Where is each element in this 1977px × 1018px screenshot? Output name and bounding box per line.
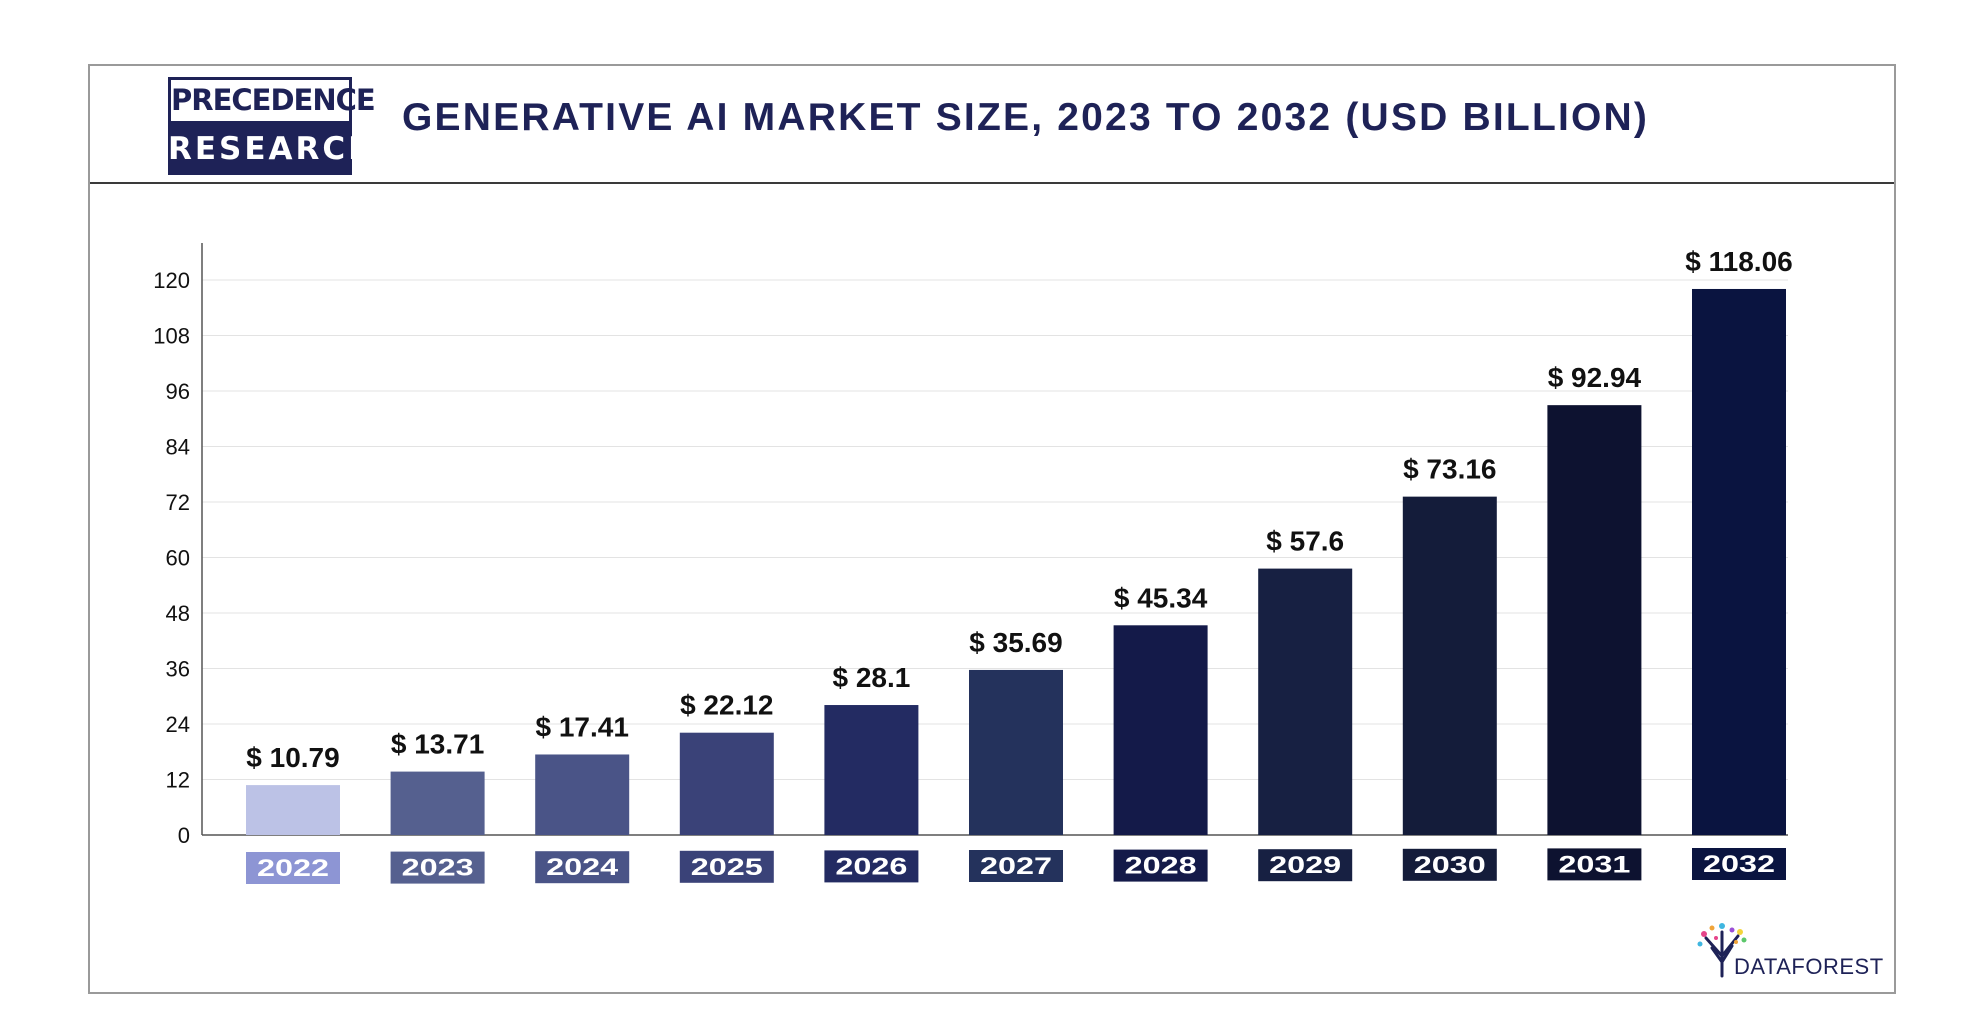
bar (1547, 405, 1642, 835)
y-tick-label: 48 (166, 601, 190, 626)
chart-title: GENERATIVE AI MARKET SIZE, 2023 TO 2032 … (402, 96, 1650, 139)
category-label: 2022 (257, 855, 329, 882)
header-divider (90, 182, 1894, 184)
bar (1402, 496, 1497, 835)
y-tick-label: 96 (166, 379, 190, 404)
category-label: 2026 (835, 853, 907, 880)
category-label: 2029 (1269, 852, 1341, 879)
x-axis-categories: 2022 2023 2024 2025 2026 2027 2028 2029 2030 2031… (246, 848, 1786, 884)
category-label-box (1258, 849, 1353, 882)
data-label: $ 22.12 (680, 690, 773, 721)
category-label-box (390, 851, 485, 884)
bar (1113, 625, 1208, 835)
y-tick-label: 72 (166, 490, 190, 515)
category-label: 2024 (546, 854, 619, 881)
category-label: 2023 (402, 855, 474, 882)
y-tick-label: 36 (166, 657, 190, 682)
category-label-box (246, 852, 340, 884)
data-label: $ 118.06 (1685, 246, 1792, 277)
bar (824, 705, 919, 835)
data-label: $ 35.69 (969, 627, 1062, 658)
y-tick-label: 120 (153, 268, 190, 293)
tree-icon (1697, 923, 1747, 978)
category-label-box (1402, 848, 1497, 881)
data-label: $ 73.16 (1403, 454, 1496, 485)
category-label-box (1692, 848, 1786, 880)
y-tick-label: 12 (166, 768, 190, 793)
dataforest-logo: DATAFOREST (1692, 918, 1892, 979)
category-label: 2030 (1414, 852, 1486, 879)
y-tick-label: 0 (178, 823, 190, 848)
data-label: $ 28.1 (832, 662, 910, 693)
data-label: $ 10.79 (246, 742, 339, 773)
category-label-box (824, 850, 919, 883)
category-label: 2028 (1125, 853, 1197, 880)
category-label-box (1113, 849, 1208, 882)
bars (246, 288, 1786, 835)
bar (1258, 568, 1353, 835)
bar (246, 785, 340, 835)
brand-name: DATAFOREST (1734, 954, 1884, 979)
bar (969, 669, 1063, 835)
logo-line-1: PRECEDENCE (168, 77, 376, 124)
y-tick-label: 60 (166, 546, 190, 571)
data-labels: $ 10.79 $ 13.71 $ 17.41 $ 22.12 $ 28.1 $ 35.6… (246, 246, 1792, 773)
bar (679, 732, 774, 835)
category-label: 2025 (691, 854, 763, 881)
category-label-box (535, 851, 630, 884)
logo-line-2: RESEARCH (168, 124, 374, 175)
bar (390, 771, 485, 835)
bar (535, 754, 630, 835)
data-label: $ 57.6 (1266, 526, 1344, 557)
category-label-box (1547, 848, 1642, 881)
category-label: 2032 (1703, 851, 1775, 878)
category-label: 2031 (1558, 851, 1630, 878)
precedence-research-logo: PRECEDENCE RESEARCH (168, 77, 376, 175)
data-label: $ 45.34 (1114, 582, 1208, 613)
y-tick-label: 84 (166, 435, 190, 460)
category-label-box (969, 850, 1063, 882)
y-tick-label: 108 (153, 324, 190, 349)
data-label: $ 92.94 (1548, 362, 1642, 393)
data-label: $ 13.71 (391, 729, 484, 760)
category-label: 2027 (980, 853, 1052, 880)
category-label-box (679, 850, 774, 883)
y-tick-label: 24 (166, 712, 190, 737)
data-label: $ 17.41 (535, 711, 628, 742)
bar (1692, 288, 1786, 835)
